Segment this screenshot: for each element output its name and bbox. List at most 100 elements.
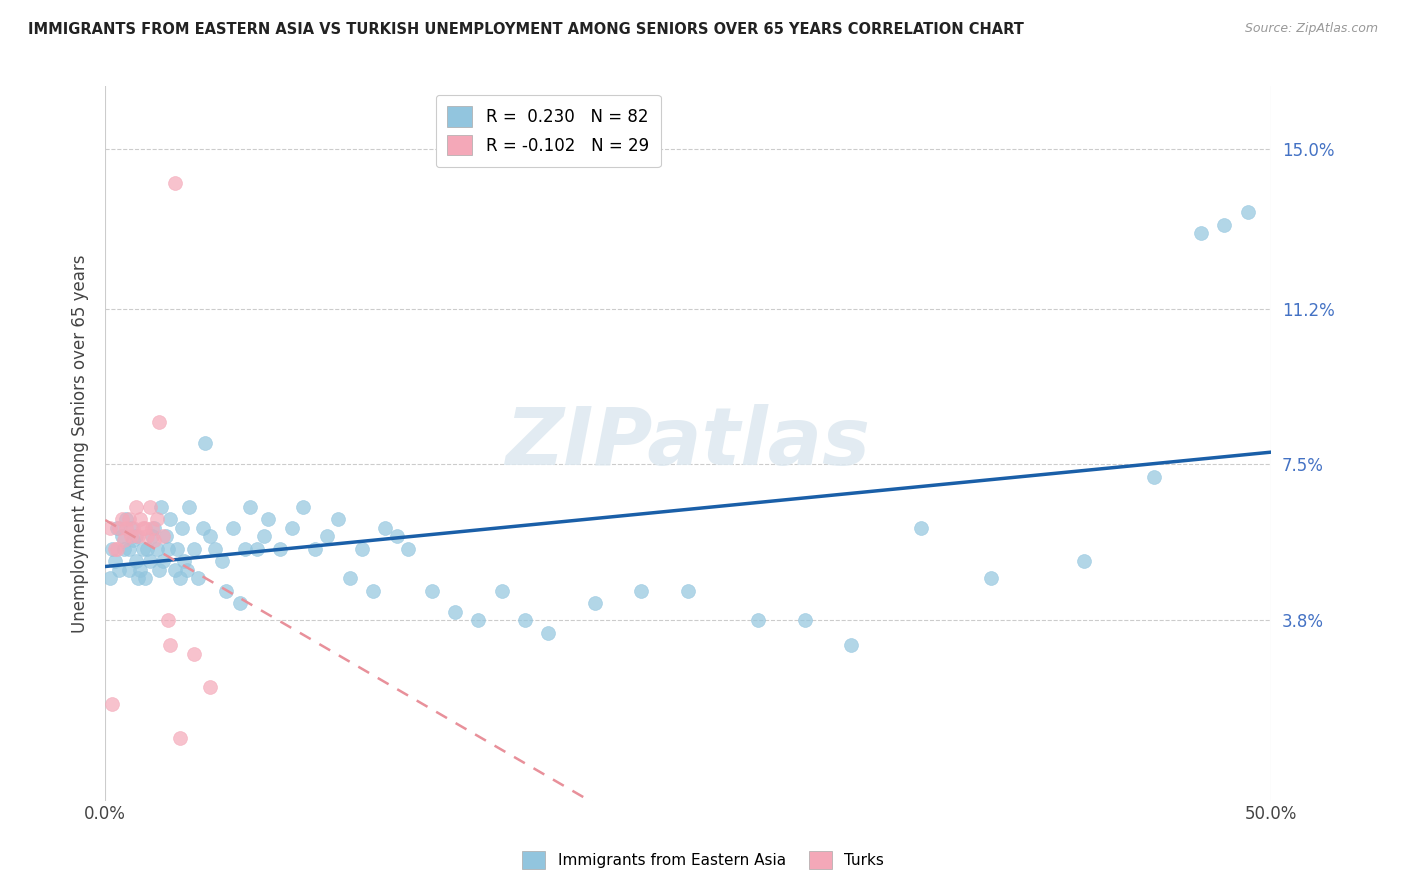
Point — [1073, 554, 1095, 568]
Point — [138, 500, 160, 514]
Point — [136, 541, 159, 556]
Point — [910, 520, 932, 534]
Point — [339, 571, 361, 585]
Point — [124, 500, 146, 514]
Point — [222, 520, 245, 534]
Point — [176, 562, 198, 576]
Text: Source: ZipAtlas.com: Source: ZipAtlas.com — [1244, 22, 1378, 36]
Point — [108, 520, 131, 534]
Point — [444, 605, 467, 619]
Point — [257, 512, 280, 526]
Point — [537, 625, 560, 640]
Point — [315, 529, 337, 543]
Point — [980, 571, 1002, 585]
Point — [103, 554, 125, 568]
Point — [204, 541, 226, 556]
Point — [215, 583, 238, 598]
Point — [98, 571, 121, 585]
Point — [328, 512, 350, 526]
Point — [108, 562, 131, 576]
Point — [172, 520, 194, 534]
Point — [105, 520, 128, 534]
Point — [166, 541, 188, 556]
Point — [134, 520, 156, 534]
Point — [150, 500, 173, 514]
Point — [117, 512, 139, 526]
Point — [183, 647, 205, 661]
Point — [115, 520, 138, 534]
Point — [124, 529, 146, 543]
Point — [420, 583, 443, 598]
Point — [630, 583, 652, 598]
Point — [304, 541, 326, 556]
Point — [148, 416, 170, 430]
Point — [385, 529, 408, 543]
Point — [246, 541, 269, 556]
Point — [239, 500, 262, 514]
Legend: R =  0.230   N = 82, R = -0.102   N = 29: R = 0.230 N = 82, R = -0.102 N = 29 — [436, 95, 661, 167]
Point — [513, 613, 536, 627]
Text: IMMIGRANTS FROM EASTERN ASIA VS TURKISH UNEMPLOYMENT AMONG SENIORS OVER 65 YEARS: IMMIGRANTS FROM EASTERN ASIA VS TURKISH … — [28, 22, 1024, 37]
Point — [165, 176, 187, 190]
Point — [169, 571, 191, 585]
Point — [117, 541, 139, 556]
Point — [191, 520, 214, 534]
Point — [124, 554, 146, 568]
Point — [183, 541, 205, 556]
Point — [211, 554, 233, 568]
Point — [112, 533, 135, 548]
Point — [117, 562, 139, 576]
Point — [198, 680, 221, 694]
Point — [747, 613, 769, 627]
Point — [103, 541, 125, 556]
Point — [491, 583, 513, 598]
Point — [169, 731, 191, 745]
Point — [134, 571, 156, 585]
Text: ZIPatlas: ZIPatlas — [506, 404, 870, 483]
Point — [148, 562, 170, 576]
Point — [155, 529, 177, 543]
Point — [101, 697, 124, 711]
Point — [292, 500, 315, 514]
Point — [127, 571, 149, 585]
Point — [165, 562, 187, 576]
Point — [152, 554, 174, 568]
Point — [194, 436, 217, 450]
Point — [198, 529, 221, 543]
Point — [583, 596, 606, 610]
Point — [127, 529, 149, 543]
Point — [396, 541, 419, 556]
Point — [173, 554, 195, 568]
Point — [374, 520, 396, 534]
Point — [152, 529, 174, 543]
Point — [129, 562, 152, 576]
Point — [229, 596, 252, 610]
Point — [467, 613, 489, 627]
Point — [839, 638, 862, 652]
Point — [138, 554, 160, 568]
Point — [136, 529, 159, 543]
Point — [179, 500, 201, 514]
Y-axis label: Unemployment Among Seniors over 65 years: Unemployment Among Seniors over 65 years — [72, 254, 89, 632]
Point — [1236, 205, 1258, 219]
Point — [1143, 470, 1166, 484]
Point — [793, 613, 815, 627]
Point — [122, 533, 145, 548]
Legend: Immigrants from Eastern Asia, Turks: Immigrants from Eastern Asia, Turks — [516, 845, 890, 875]
Point — [187, 571, 209, 585]
Point — [280, 520, 302, 534]
Point — [120, 520, 142, 534]
Point — [157, 613, 180, 627]
Point — [350, 541, 373, 556]
Point — [143, 533, 166, 548]
Point — [141, 520, 163, 534]
Point — [129, 512, 152, 526]
Point — [101, 541, 124, 556]
Point — [253, 529, 276, 543]
Point — [233, 541, 256, 556]
Point — [98, 520, 121, 534]
Point — [143, 520, 166, 534]
Point — [105, 541, 128, 556]
Point — [157, 541, 180, 556]
Point — [145, 512, 167, 526]
